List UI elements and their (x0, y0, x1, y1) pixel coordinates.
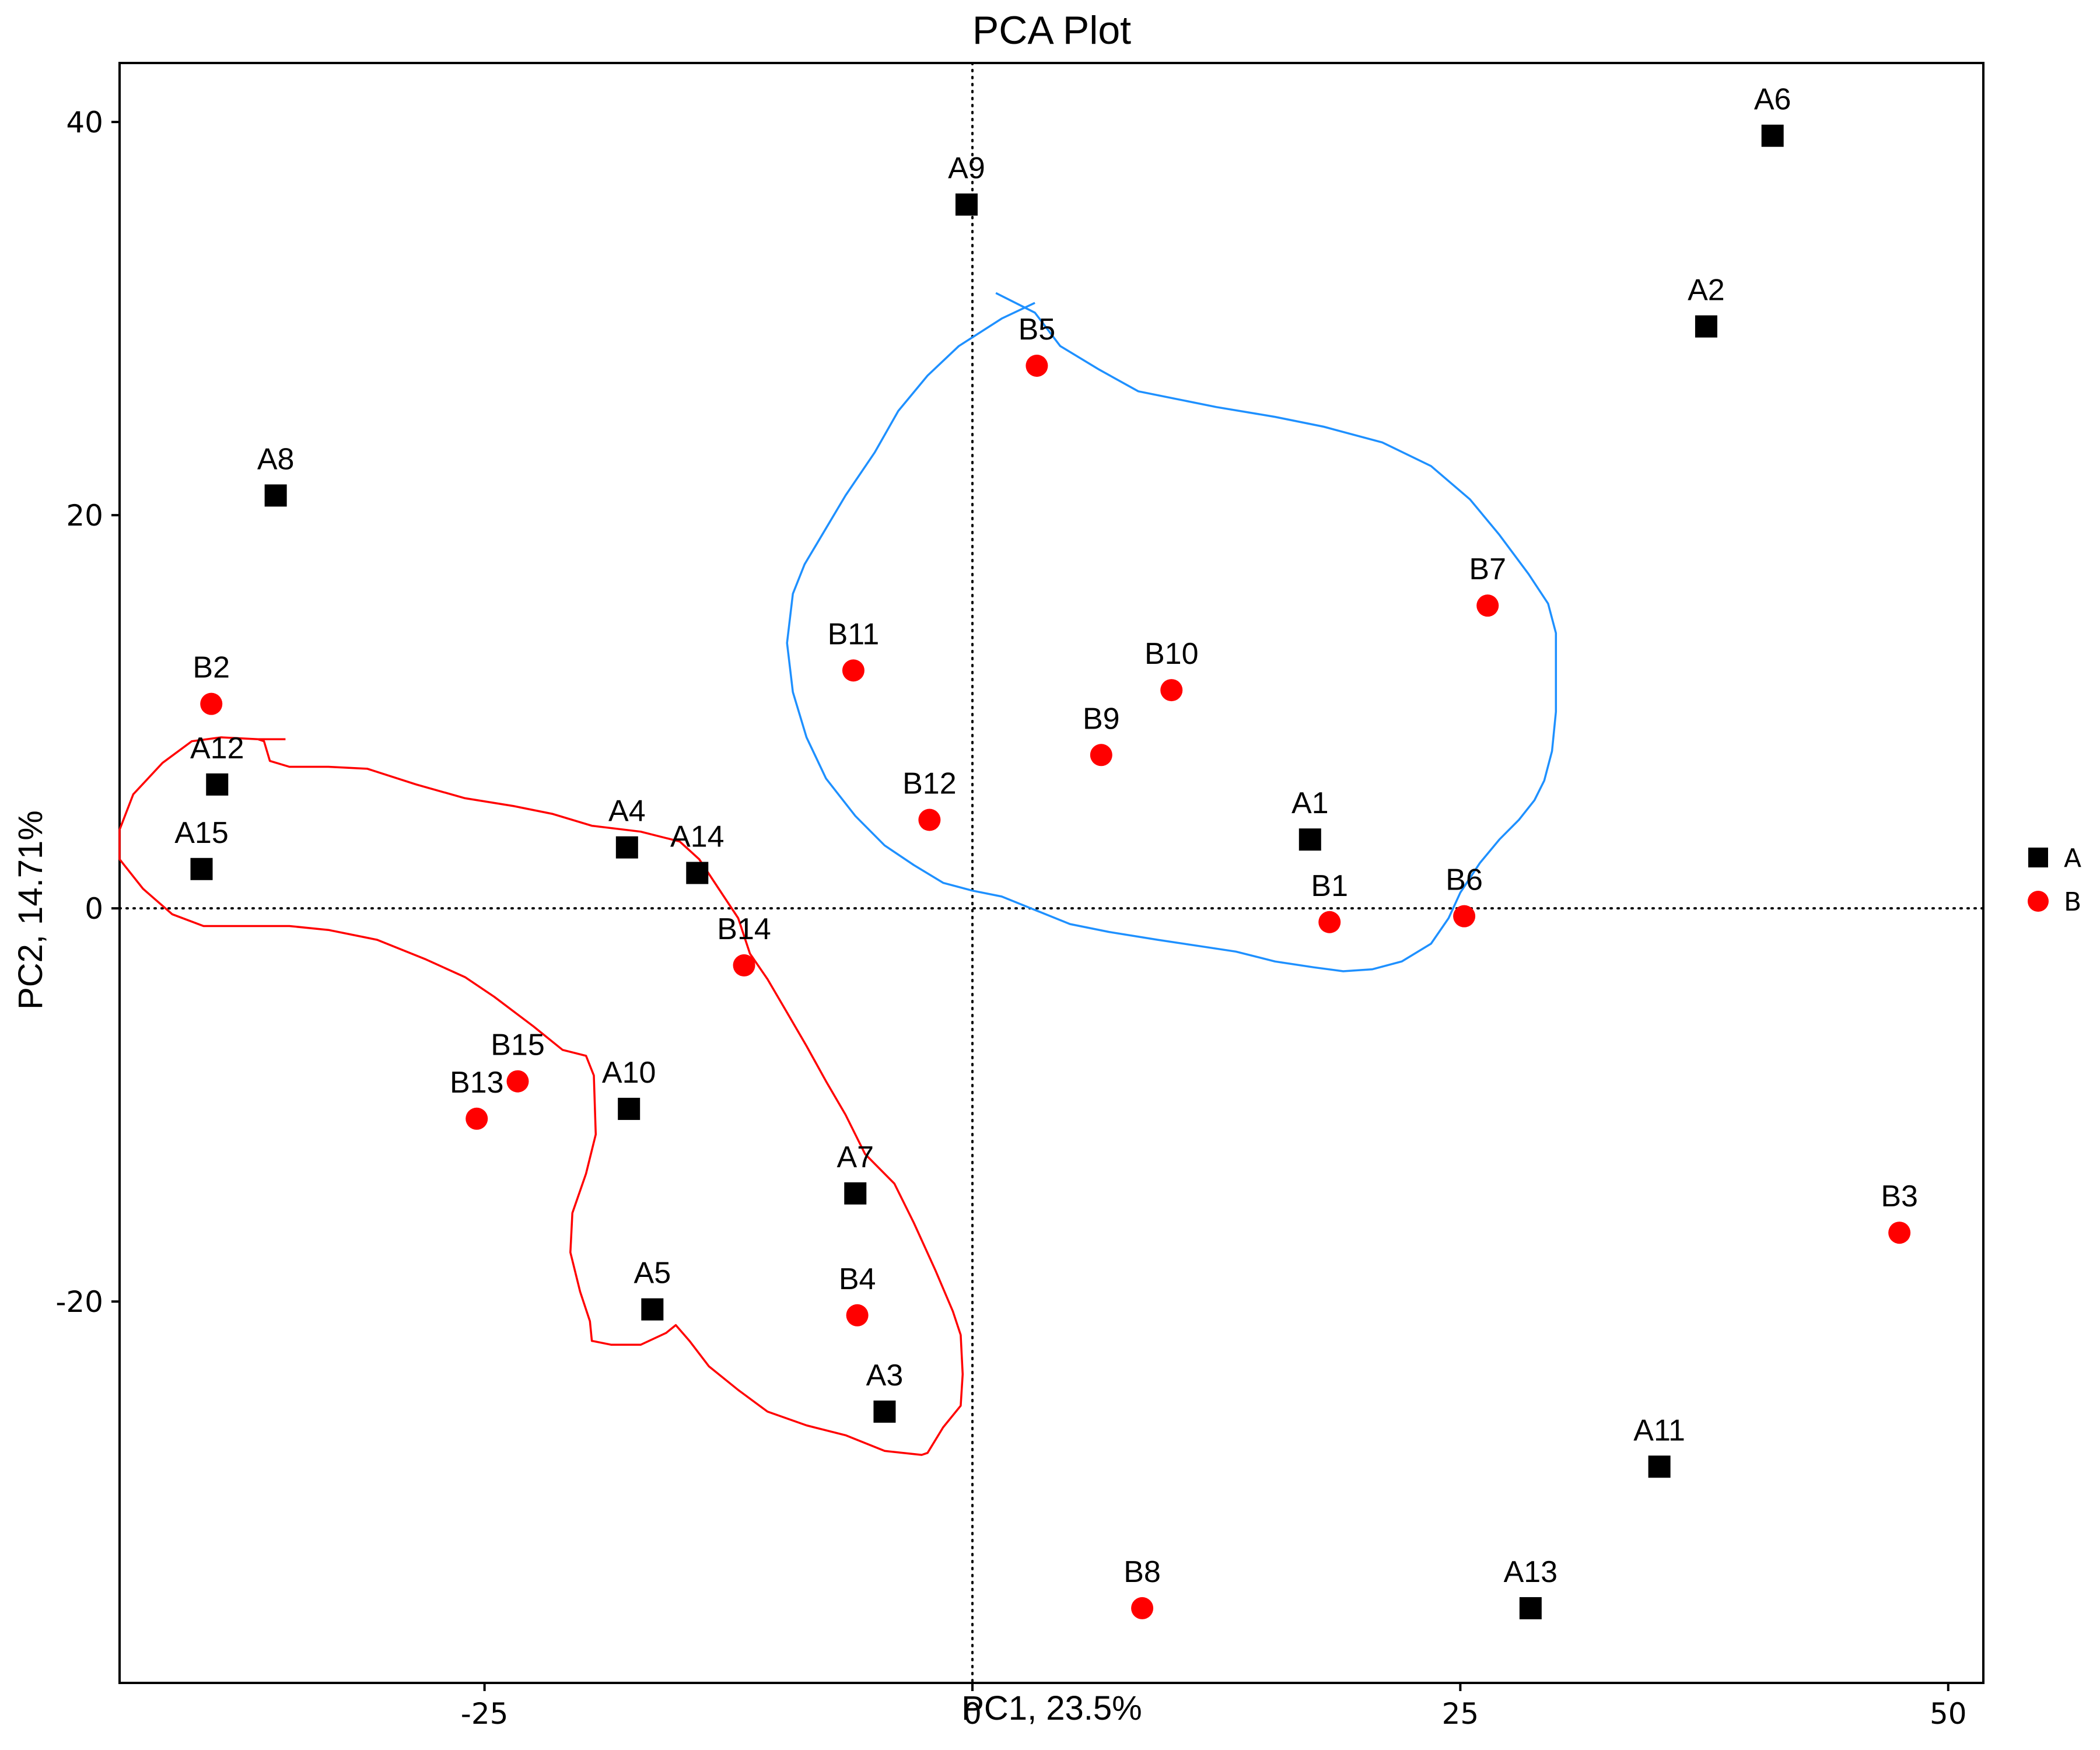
label-A15: A15 (174, 816, 229, 850)
point-B13 (466, 1107, 488, 1130)
label-A5: A5 (634, 1256, 671, 1290)
legend: AB (2028, 844, 2081, 917)
label-B6: B6 (1446, 863, 1483, 897)
point-A9 (955, 193, 978, 216)
point-B1 (1318, 911, 1341, 933)
legend-label-A: A (2064, 844, 2081, 873)
x-tick-label: 0 (963, 1697, 982, 1731)
legend-key-A (2028, 848, 2048, 867)
label-A1: A1 (1292, 786, 1329, 820)
point-labels: A1 A2 A3 A4 A5 A6 A7 A8 A9 A10 A11 A12 A13 A14 A15 B1 B2… (174, 83, 1918, 1589)
label-B12: B12 (902, 767, 957, 801)
blue-contour (786, 292, 1558, 972)
label-B3: B3 (1881, 1180, 1918, 1213)
label-B13: B13 (450, 1066, 504, 1100)
point-B4 (846, 1304, 869, 1326)
label-A12: A12 (190, 732, 244, 765)
y-tick-label: -20 (55, 1285, 103, 1319)
point-B12 (918, 808, 941, 831)
data-points (190, 124, 1911, 1619)
label-B1: B1 (1311, 869, 1348, 903)
point-A14 (686, 862, 709, 884)
label-A6: A6 (1754, 83, 1791, 117)
label-B5: B5 (1019, 313, 1056, 346)
plot-panel (118, 62, 1985, 1684)
legend-label-B: B (2064, 887, 2081, 917)
label-B9: B9 (1083, 702, 1120, 736)
point-B15 (506, 1070, 529, 1093)
x-tick-label: 50 (1930, 1697, 1967, 1731)
point-B2 (200, 692, 223, 715)
point-A5 (641, 1298, 664, 1321)
contours (118, 292, 1558, 1456)
point-A8 (264, 484, 287, 507)
label-B15: B15 (491, 1028, 545, 1062)
point-A11 (1648, 1455, 1671, 1478)
point-B3 (1888, 1222, 1911, 1244)
label-B4: B4 (839, 1262, 876, 1296)
label-B7: B7 (1469, 552, 1506, 586)
legend-key-B (2028, 891, 2049, 912)
label-A14: A14 (670, 820, 724, 854)
point-B11 (842, 659, 864, 682)
point-A3 (873, 1400, 896, 1423)
label-A13: A13 (1504, 1555, 1558, 1589)
label-A2: A2 (1688, 274, 1725, 307)
label-B11: B11 (828, 617, 880, 651)
label-A4: A4 (608, 794, 646, 828)
y-tick-label: 20 (66, 499, 103, 533)
label-A11: A11 (1633, 1413, 1685, 1447)
point-A7 (844, 1182, 867, 1205)
panel-border (118, 62, 1985, 1684)
label-B8: B8 (1124, 1555, 1161, 1589)
axis-ticks: -25 0 25 50 -20 0 20 40 (55, 106, 1966, 1731)
label-B2: B2 (192, 651, 230, 685)
point-B14 (733, 954, 755, 977)
point-A4 (615, 836, 638, 859)
point-A15 (190, 858, 213, 880)
point-B10 (1160, 679, 1183, 702)
point-B5 (1026, 355, 1048, 377)
label-A8: A8 (257, 442, 295, 476)
label-A3: A3 (866, 1359, 904, 1392)
point-A12 (206, 773, 229, 796)
point-B9 (1090, 744, 1112, 766)
red-contour (118, 736, 964, 1456)
point-A1 (1298, 828, 1321, 851)
x-tick-label: -25 (461, 1697, 509, 1731)
reference-lines (118, 62, 1985, 1684)
label-A7: A7 (836, 1140, 874, 1174)
label-B10: B10 (1144, 637, 1199, 671)
point-A6 (1761, 124, 1784, 147)
point-A2 (1695, 315, 1717, 338)
x-axis-label: PC1, 23.5% (961, 1689, 1142, 1727)
point-B8 (1131, 1597, 1154, 1619)
point-A13 (1519, 1597, 1542, 1619)
x-tick-label: 25 (1442, 1697, 1479, 1731)
label-A10: A10 (602, 1056, 656, 1090)
point-B6 (1453, 905, 1476, 928)
point-A10 (618, 1097, 640, 1120)
point-B7 (1476, 594, 1499, 617)
y-tick-label: 40 (66, 106, 103, 139)
chart-title: PCA Plot (972, 8, 1131, 52)
label-B14: B14 (717, 912, 771, 946)
y-tick-label: 0 (85, 892, 103, 926)
label-A9: A9 (948, 152, 985, 186)
y-axis-label: PC2, 14.71% (12, 810, 50, 1010)
